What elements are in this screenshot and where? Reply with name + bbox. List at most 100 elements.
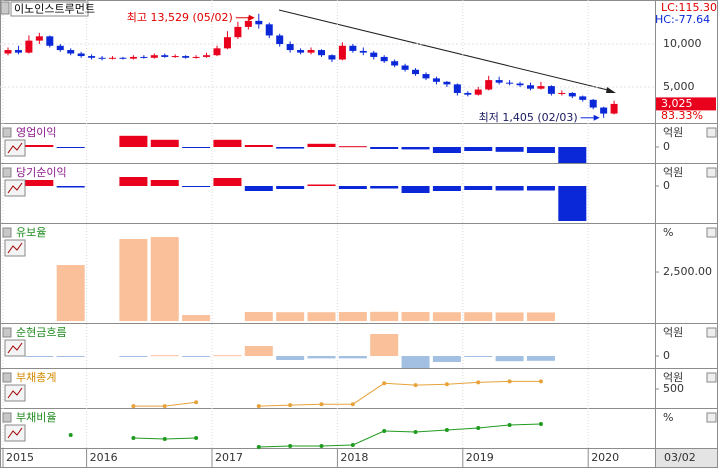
- bar: [119, 177, 148, 186]
- candle-body: [318, 50, 325, 56]
- candle-body: [140, 56, 148, 58]
- bar: [495, 312, 524, 322]
- point: [162, 404, 167, 409]
- point: [538, 379, 543, 384]
- y-tick-label: 500: [663, 382, 684, 395]
- panel-close[interactable]: [706, 167, 717, 178]
- point: [194, 400, 199, 405]
- candle-body: [359, 50, 367, 53]
- candle-body: [88, 56, 96, 58]
- candle-body: [297, 50, 305, 53]
- candle-body: [349, 45, 357, 51]
- bar: [56, 265, 85, 322]
- unit-label: 억원: [663, 326, 683, 339]
- point: [319, 444, 324, 448]
- candle-body: [600, 107, 608, 114]
- y-tick-label: 0: [663, 349, 670, 362]
- bar: [307, 312, 336, 322]
- date-box: [655, 448, 718, 468]
- bar: [244, 186, 273, 191]
- point: [413, 383, 418, 388]
- point: [288, 444, 293, 448]
- point: [382, 381, 387, 386]
- unit-label: 억원: [663, 166, 683, 179]
- point: [444, 428, 449, 432]
- bar: [56, 356, 85, 357]
- candle-body: [568, 92, 576, 97]
- panel-icon-glyph: [7, 387, 23, 399]
- point: [162, 437, 167, 441]
- candle-body: [223, 37, 231, 49]
- candle-body: [129, 56, 137, 59]
- candle-body: [286, 44, 294, 51]
- panel-close[interactable]: [706, 227, 717, 238]
- bar: [401, 312, 430, 322]
- panel-icon-glyph: [7, 142, 23, 154]
- hc-label: HC:-77.64: [655, 13, 710, 26]
- unit-label: %: [663, 411, 673, 424]
- point: [131, 404, 136, 409]
- panel-icon-flag: [2, 227, 12, 238]
- low-annotation: 최저 1,405 (02/03): [479, 111, 578, 124]
- point: [256, 404, 261, 409]
- point: [507, 423, 512, 427]
- bar: [25, 356, 54, 357]
- panel-title: 부채비율: [16, 411, 56, 424]
- bar: [370, 147, 399, 149]
- panel-icon-flag: [2, 372, 12, 383]
- bar: [119, 239, 148, 322]
- bar: [558, 147, 587, 163]
- line: [258, 380, 541, 407]
- unit-label: %: [663, 226, 673, 239]
- panel-close[interactable]: [706, 127, 717, 138]
- candle-body: [558, 92, 566, 94]
- candle-body: [412, 69, 420, 75]
- bar: [150, 237, 179, 322]
- candle-body: [109, 57, 116, 59]
- bar: [182, 186, 211, 187]
- candle-body: [276, 35, 284, 45]
- bar: [307, 184, 336, 186]
- panel-close[interactable]: [706, 327, 717, 338]
- point: [538, 422, 543, 426]
- bar: [213, 355, 242, 357]
- candle-body: [98, 57, 106, 59]
- bar: [495, 356, 524, 362]
- bar: [370, 311, 399, 322]
- lc-label: LC:115.30: [661, 1, 717, 14]
- bar: [276, 147, 305, 149]
- last-price-label: 3,025: [661, 97, 693, 110]
- bar: [526, 312, 555, 322]
- panel-icon-glyph: [7, 182, 23, 194]
- y-tick-label: 0: [663, 179, 670, 192]
- x-tick-label: 2017: [215, 451, 243, 464]
- bar: [338, 356, 367, 359]
- unit-label: 억원: [663, 126, 683, 139]
- bar: [182, 356, 211, 357]
- point: [413, 430, 418, 434]
- candle-body: [380, 56, 388, 62]
- point: [382, 429, 387, 433]
- candle-body: [35, 36, 43, 41]
- panel-icon-flag: [2, 412, 12, 423]
- bar: [244, 145, 273, 147]
- bar: [338, 146, 367, 148]
- bar: [338, 312, 367, 322]
- panel-icon-glyph: [7, 427, 23, 439]
- bar: [150, 355, 179, 357]
- candle-body: [401, 65, 409, 70]
- y-tick-label: 0: [663, 140, 670, 153]
- panel-title: 부채총계: [16, 371, 56, 384]
- candle-body: [150, 55, 158, 58]
- candle-body: [4, 50, 12, 54]
- panel-close[interactable]: [706, 372, 717, 383]
- candle-body: [213, 48, 221, 56]
- bar: [558, 186, 587, 221]
- panel-close[interactable]: [706, 412, 717, 423]
- candle-body: [14, 50, 22, 53]
- candle-body: [506, 82, 514, 84]
- point: [507, 379, 512, 384]
- chart-title: 이노인스트루먼트: [14, 3, 95, 16]
- candle-body: [255, 20, 263, 25]
- bar: [338, 186, 367, 189]
